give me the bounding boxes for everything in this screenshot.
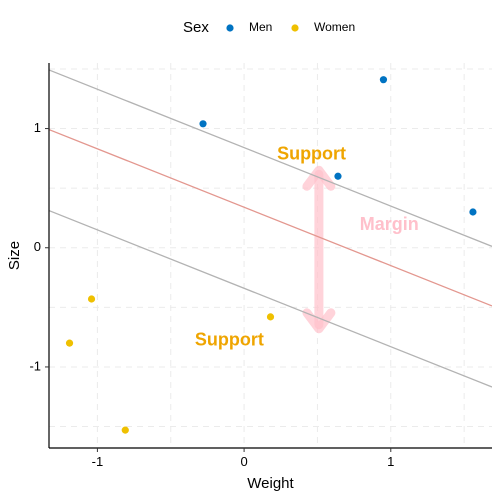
point-women [87,295,96,303]
margin-arrow-head-bottom [302,308,336,334]
legend-key-women [291,24,299,32]
y-tick-label: 1 [34,120,41,135]
point-women [266,313,275,321]
legend-title: Sex [183,19,209,36]
point-women [65,339,74,347]
upper-margin-line [49,69,492,247]
point-men [469,208,477,216]
legend-key-men [226,24,234,32]
y-tick-label: -1 [29,358,41,373]
legend-label-women: Women [314,20,355,34]
x-tick-label: 1 [387,454,394,469]
x-tick-label: 0 [240,454,247,469]
point-men [379,76,388,84]
annotation-support: Support [195,329,264,349]
annotation-margin: Margin [360,214,419,234]
point-men [199,120,207,128]
x-axis-title: Weight [247,475,294,492]
legend-label-men: Men [249,20,272,34]
y-tick-label: 0 [34,239,41,254]
lower-margin-line [49,209,492,388]
point-men [334,172,342,180]
annotation-support: Support [277,144,346,164]
y-axis-title: Size [6,241,23,270]
x-tick-label: -1 [92,454,104,469]
decision-boundary-line [49,128,492,307]
point-women [121,426,129,434]
